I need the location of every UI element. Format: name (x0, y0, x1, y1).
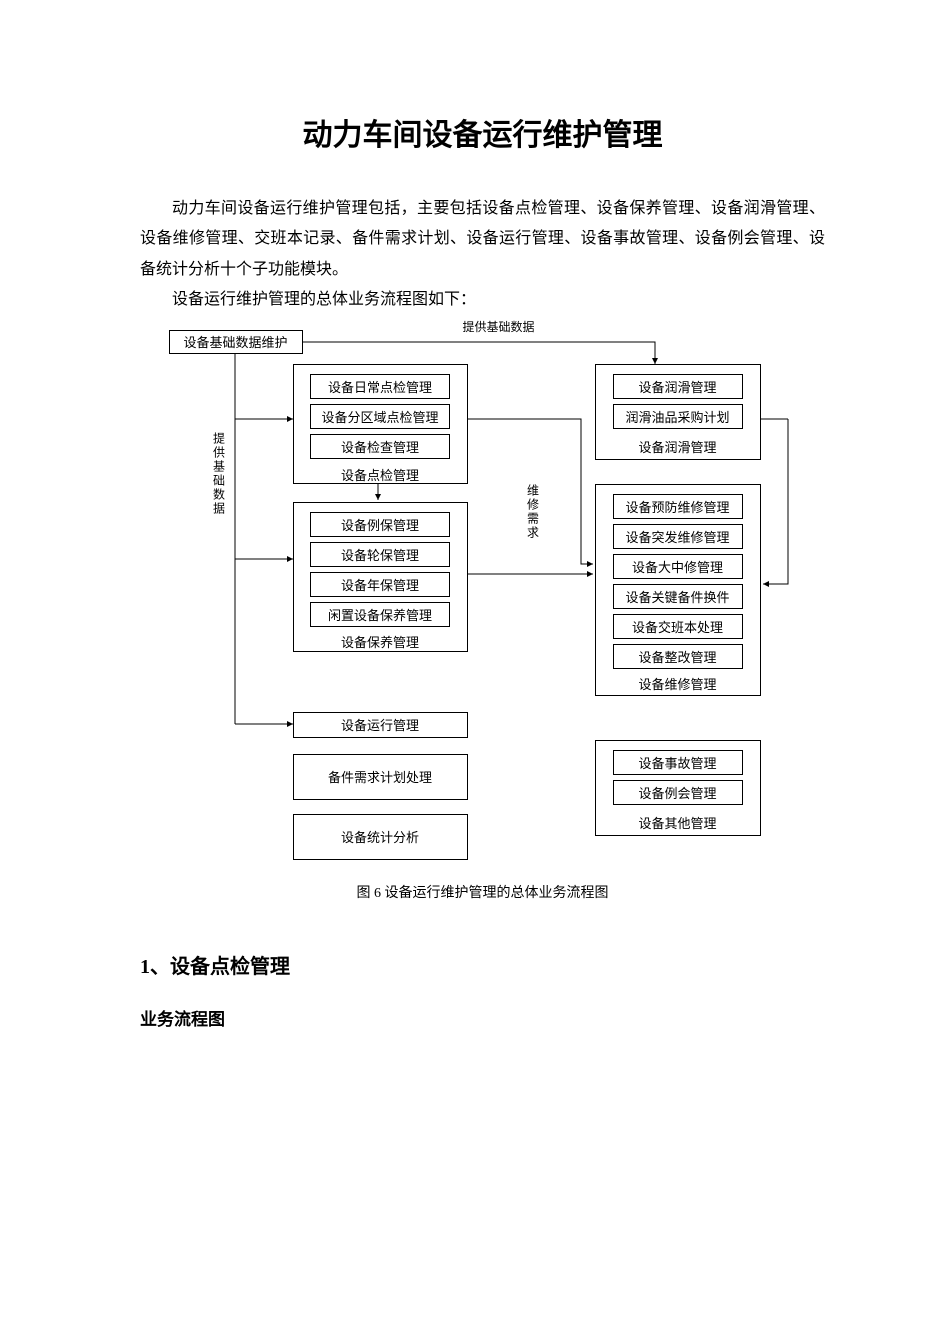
box-repair-2: 设备大中修管理 (613, 554, 743, 579)
box-run: 设备运行管理 (293, 712, 468, 738)
box-stats: 设备统计分析 (293, 814, 468, 860)
box-repair-1: 设备突发维修管理 (613, 524, 743, 549)
vlabel-mid: 维修需求 (525, 484, 542, 540)
box-inspect-1: 设备分区域点检管理 (310, 404, 450, 429)
page-title: 动力车间设备运行维护管理 (140, 110, 825, 154)
label-inspect-footer: 设备点检管理 (294, 465, 467, 484)
intro-paragraph-2: 设备运行维护管理的总体业务流程图如下： (140, 285, 825, 315)
box-repair-5: 设备整改管理 (613, 644, 743, 669)
vlabel-left: 提供基础数据 (211, 432, 228, 516)
label-repair-footer: 设备维修管理 (596, 674, 760, 693)
flowchart: 提供基础数据 设备基础数据维护 提供基础数据 维修需求 设备日常点检管理 设备分… (163, 324, 803, 864)
section-1-heading: 1、设备点检管理 (140, 950, 825, 979)
box-lube-0: 设备润滑管理 (613, 374, 743, 399)
box-other-1: 设备例会管理 (613, 780, 743, 805)
box-repair-4: 设备交班本处理 (613, 614, 743, 639)
figure-caption: 图 6 设备运行维护管理的总体业务流程图 (140, 882, 825, 902)
group-maintain: 设备例保管理 设备轮保管理 设备年保管理 闲置设备保养管理 设备保养管理 (293, 502, 468, 652)
box-maintain-2: 设备年保管理 (310, 572, 450, 597)
label-lube-footer: 设备润滑管理 (596, 437, 760, 456)
box-lube-1: 润滑油品采购计划 (613, 404, 743, 429)
label-maintain-footer: 设备保养管理 (294, 632, 467, 651)
box-other-0: 设备事故管理 (613, 750, 743, 775)
box-inspect-0: 设备日常点检管理 (310, 374, 450, 399)
group-repair: 设备预防维修管理 设备突发维修管理 设备大中修管理 设备关键备件换件 设备交班本… (595, 484, 761, 696)
box-maintain-0: 设备例保管理 (310, 512, 450, 537)
group-other: 设备事故管理 设备例会管理 设备其他管理 (595, 740, 761, 836)
box-maintain-1: 设备轮保管理 (310, 542, 450, 567)
box-maintain-3: 闲置设备保养管理 (310, 602, 450, 627)
box-base-data: 设备基础数据维护 (169, 330, 303, 354)
intro-paragraph-1: 动力车间设备运行维护管理包括，主要包括设备点检管理、设备保养管理、设备润滑管理、… (140, 194, 825, 285)
box-inspect-2: 设备检查管理 (310, 434, 450, 459)
box-repair-3: 设备关键备件换件 (613, 584, 743, 609)
box-repair-0: 设备预防维修管理 (613, 494, 743, 519)
label-top: 提供基础数据 (463, 318, 535, 335)
label-other-footer: 设备其他管理 (596, 813, 760, 832)
section-1-subheading: 业务流程图 (140, 1005, 825, 1030)
group-lube: 设备润滑管理 润滑油品采购计划 设备润滑管理 (595, 364, 761, 460)
box-spare: 备件需求计划处理 (293, 754, 468, 800)
group-inspect: 设备日常点检管理 设备分区域点检管理 设备检查管理 设备点检管理 (293, 364, 468, 484)
